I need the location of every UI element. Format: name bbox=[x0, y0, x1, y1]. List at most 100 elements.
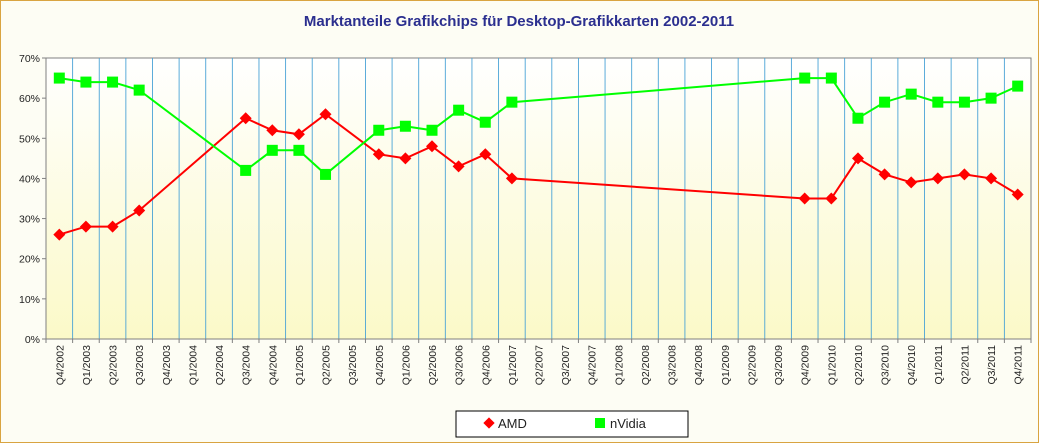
x-tick-label: Q3/2009 bbox=[773, 345, 785, 385]
series-nvidia-point bbox=[399, 120, 411, 132]
legend-label-amd: AMD bbox=[498, 416, 527, 431]
series-nvidia-point bbox=[266, 144, 278, 156]
x-tick-label: Q1/2007 bbox=[507, 345, 519, 385]
series-nvidia-point bbox=[293, 144, 305, 156]
x-tick-label: Q1/2006 bbox=[400, 345, 412, 385]
series-nvidia-point bbox=[479, 116, 491, 128]
series-nvidia-point bbox=[1012, 80, 1024, 92]
x-tick-label: Q4/2009 bbox=[800, 345, 812, 385]
x-tick-label: Q2/2007 bbox=[534, 345, 546, 385]
series-amd-point bbox=[798, 192, 811, 205]
y-tick-label: 10% bbox=[19, 294, 40, 306]
y-tick-label: 70% bbox=[19, 53, 40, 65]
x-tick-label: Q3/2011 bbox=[986, 345, 998, 385]
x-tick-label: Q4/2008 bbox=[693, 345, 705, 385]
x-tick-label: Q3/2003 bbox=[134, 345, 146, 385]
series-layer bbox=[53, 72, 1024, 241]
series-nvidia-point bbox=[879, 96, 891, 108]
y-tick-label: 30% bbox=[19, 214, 40, 226]
series-nvidia-point bbox=[799, 72, 811, 84]
series-nvidia-point bbox=[53, 72, 65, 84]
x-tick-label: Q2/2008 bbox=[640, 345, 652, 385]
series-amd-point bbox=[931, 172, 944, 185]
grid-layer bbox=[72, 58, 1005, 339]
x-tick-label: Q1/2009 bbox=[720, 345, 732, 385]
legend-marker-amd bbox=[483, 417, 495, 429]
series-amd-point bbox=[825, 192, 838, 205]
y-tick-label: 40% bbox=[19, 173, 40, 185]
series-nvidia-point bbox=[852, 112, 864, 124]
series-amd-point bbox=[985, 172, 998, 185]
x-tick-label: Q3/2004 bbox=[241, 345, 253, 385]
x-tick-label: Q4/2005 bbox=[374, 345, 386, 385]
x-tick-label: Q4/2007 bbox=[587, 345, 599, 385]
x-tick-label: Q3/2005 bbox=[347, 345, 359, 385]
series-amd-point bbox=[905, 176, 918, 189]
y-tick-label: 60% bbox=[19, 93, 40, 105]
series-amd-point bbox=[878, 168, 891, 181]
series-amd-point bbox=[452, 160, 465, 173]
x-tick-label: Q2/2010 bbox=[853, 345, 865, 385]
x-tick-label: Q3/2007 bbox=[560, 345, 572, 385]
series-amd-point bbox=[399, 152, 412, 165]
series-nvidia-point bbox=[240, 164, 252, 176]
legend: AMD nVidia bbox=[455, 410, 689, 438]
x-tick-label: Q2/2011 bbox=[959, 345, 971, 385]
series-nvidia-point bbox=[958, 96, 970, 108]
series-amd-point bbox=[479, 148, 492, 161]
x-tick-label: Q2/2004 bbox=[214, 345, 226, 385]
y-tick-label: 50% bbox=[19, 133, 40, 145]
legend-label-nvidia: nVidia bbox=[610, 416, 647, 431]
axis-layer: 0% 10% 20% 30% 40% 50% 60% 70% Q4/2002 Q1/2003 Q2/… bbox=[19, 53, 1032, 385]
y-tick-label: 0% bbox=[25, 334, 40, 346]
x-tick-label: Q3/2010 bbox=[880, 345, 892, 385]
series-nvidia-point bbox=[506, 96, 518, 108]
series-nvidia-point bbox=[453, 104, 465, 116]
series-amd-point bbox=[426, 140, 438, 153]
x-tick-label: Q1/2010 bbox=[826, 345, 838, 385]
series-amd-point bbox=[852, 152, 864, 165]
x-tick-label: Q2/2003 bbox=[108, 345, 120, 385]
series-nvidia-point bbox=[133, 84, 145, 96]
series-amd-point bbox=[239, 112, 252, 125]
x-tick-label: Q4/2006 bbox=[480, 345, 492, 385]
x-tick-label: Q1/2003 bbox=[81, 345, 93, 385]
series-nvidia-point bbox=[905, 88, 917, 100]
x-tick-label: Q4/2003 bbox=[161, 345, 173, 385]
series-amd-point bbox=[958, 168, 971, 181]
x-tick-label: Q1/2011 bbox=[933, 345, 945, 385]
x-tick-label: Q4/2002 bbox=[54, 345, 66, 385]
x-tick-label: Q4/2011 bbox=[1013, 345, 1025, 385]
x-tick-label: Q3/2006 bbox=[454, 345, 466, 385]
x-tick-label: Q2/2006 bbox=[427, 345, 439, 385]
series-nvidia-point bbox=[985, 92, 997, 104]
series-nvidia-point bbox=[426, 124, 438, 136]
series-nvidia-point bbox=[320, 168, 332, 180]
x-tick-label: Q1/2005 bbox=[294, 345, 306, 385]
series-nvidia-point bbox=[107, 76, 119, 88]
series-amd-point bbox=[133, 204, 146, 217]
x-tick-label: Q1/2008 bbox=[613, 345, 625, 385]
series-amd-point bbox=[106, 220, 119, 233]
series-amd-point bbox=[372, 148, 385, 161]
series-amd-point bbox=[1011, 188, 1024, 201]
x-tick-label: Q1/2004 bbox=[187, 345, 199, 385]
x-tick-label: Q3/2008 bbox=[667, 345, 679, 385]
chart-title: Marktanteile Grafikchips für Desktop-Gra… bbox=[304, 13, 734, 30]
series-nvidia-point bbox=[80, 76, 92, 88]
series-amd-point bbox=[319, 108, 332, 121]
series-amd-point bbox=[53, 228, 66, 241]
series-amd-point bbox=[292, 128, 305, 141]
series-nvidia-point bbox=[825, 72, 837, 84]
series-nvidia-point bbox=[373, 124, 385, 136]
legend-box bbox=[455, 410, 689, 438]
x-tick-label: Q4/2004 bbox=[267, 345, 279, 385]
series-amd-point bbox=[505, 172, 518, 185]
x-tick-label: Q2/2005 bbox=[321, 345, 333, 385]
series-amd-point bbox=[79, 220, 92, 233]
series-nvidia-point bbox=[932, 96, 944, 108]
y-tick-label: 20% bbox=[19, 254, 40, 266]
x-tick-label: Q4/2010 bbox=[906, 345, 918, 385]
